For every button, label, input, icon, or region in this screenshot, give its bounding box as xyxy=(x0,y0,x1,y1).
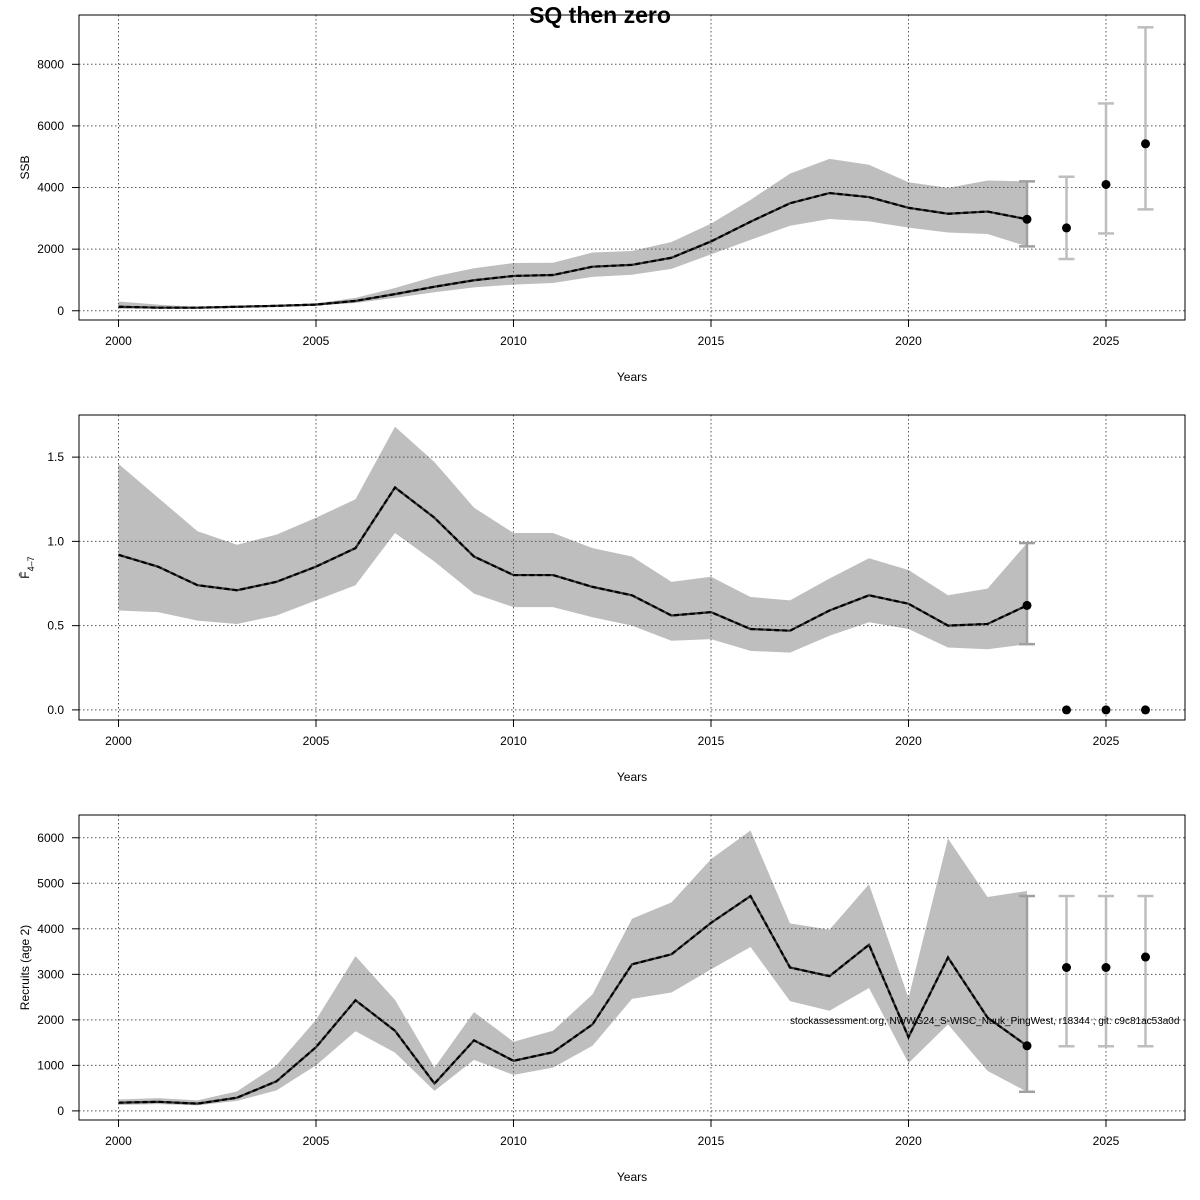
confidence-band xyxy=(118,830,1027,1106)
x-tick-label: 2025 xyxy=(1093,734,1120,748)
confidence-band xyxy=(118,158,1027,309)
forecast-point xyxy=(1062,705,1071,715)
x-tick-label: 2000 xyxy=(105,1134,132,1148)
y-tick-label: 2000 xyxy=(37,1013,64,1027)
x-tick-label: 2010 xyxy=(500,734,527,748)
y-tick-label: 0 xyxy=(57,304,64,318)
y-tick-label: 1000 xyxy=(37,1058,64,1072)
x-tick-label: 2020 xyxy=(895,334,922,348)
x-tick-label: 2000 xyxy=(105,334,132,348)
x-tick-label: 2015 xyxy=(698,334,725,348)
y-tick-label: 0.0 xyxy=(47,703,64,717)
forecast-point xyxy=(1062,963,1071,972)
forecast-point xyxy=(1022,1041,1032,1051)
y-tick-label: 0.5 xyxy=(47,619,64,633)
y-tick-label: 5000 xyxy=(37,876,64,890)
forecast-point xyxy=(1022,214,1032,224)
x-tick-label: 2025 xyxy=(1093,334,1120,348)
x-tick-label: 2005 xyxy=(303,1134,330,1148)
forecast-point xyxy=(1062,223,1071,233)
x-tick-label: 2000 xyxy=(105,734,132,748)
y-tick-label: 0 xyxy=(57,1104,64,1118)
x-tick-label: 2010 xyxy=(500,1134,527,1148)
footnote: stockassessment.org, NWWG24_S-WISC_Nuuk_… xyxy=(790,1016,1180,1027)
y-axis-label: SSB xyxy=(18,155,32,179)
y-tick-label: 2000 xyxy=(37,242,64,256)
y-tick-label: 3000 xyxy=(37,967,64,981)
y-tick-label: 6000 xyxy=(37,119,64,133)
y-tick-label: 1.0 xyxy=(47,534,64,548)
x-tick-label: 2010 xyxy=(500,334,527,348)
panel-fbar: 2000 2005 2010 2015 2020 2025 0.0 0.5 1.0 1.5 Year… xyxy=(18,414,1186,784)
forecast-point xyxy=(1141,139,1150,149)
confidence-band xyxy=(118,426,1027,653)
forecast-point xyxy=(1141,705,1150,715)
plot-frame xyxy=(78,14,1186,321)
x-axis-label: Years xyxy=(617,1170,647,1184)
y-tick-label: 8000 xyxy=(37,57,64,71)
forecast-point xyxy=(1101,963,1111,972)
x-axis-label: Years xyxy=(617,370,647,384)
plot-frame xyxy=(78,414,1186,721)
forecast-point xyxy=(1101,705,1111,715)
x-tick-label: 2005 xyxy=(303,734,330,748)
y-axis-label: Recruits (age 2) xyxy=(18,925,32,1010)
x-tick-label: 2005 xyxy=(303,334,330,348)
x-tick-label: 2015 xyxy=(698,1134,725,1148)
estimate-line-dashed xyxy=(118,485,1028,632)
forecast-point xyxy=(1141,952,1150,962)
x-axis-label: Years xyxy=(617,770,647,784)
estimate-line-dashed xyxy=(118,894,1028,1105)
estimate-line-dashed xyxy=(118,191,1028,309)
x-tick-label: 2015 xyxy=(698,734,725,748)
x-tick-label: 2020 xyxy=(895,1134,922,1148)
y-tick-label: 4000 xyxy=(37,922,64,936)
panel-ssb: 2000 2005 2010 2015 2020 2025 0 2000 4000 6000 800… xyxy=(18,14,1186,384)
y-tick-label: 1.5 xyxy=(47,450,64,464)
forecast-point xyxy=(1022,600,1032,610)
x-tick-label: 2025 xyxy=(1093,1134,1120,1148)
plot-frame xyxy=(78,814,1186,1121)
panel-recruits: 2000 2005 2010 2015 2020 2025 0 1000 2000 3000 400… xyxy=(18,814,1186,1184)
y-tick-label: 4000 xyxy=(37,181,64,195)
y-axis-label: F̄4–7 xyxy=(18,556,36,578)
x-tick-label: 2020 xyxy=(895,734,922,748)
forecast-point xyxy=(1101,179,1111,189)
y-tick-label: 6000 xyxy=(37,831,64,845)
